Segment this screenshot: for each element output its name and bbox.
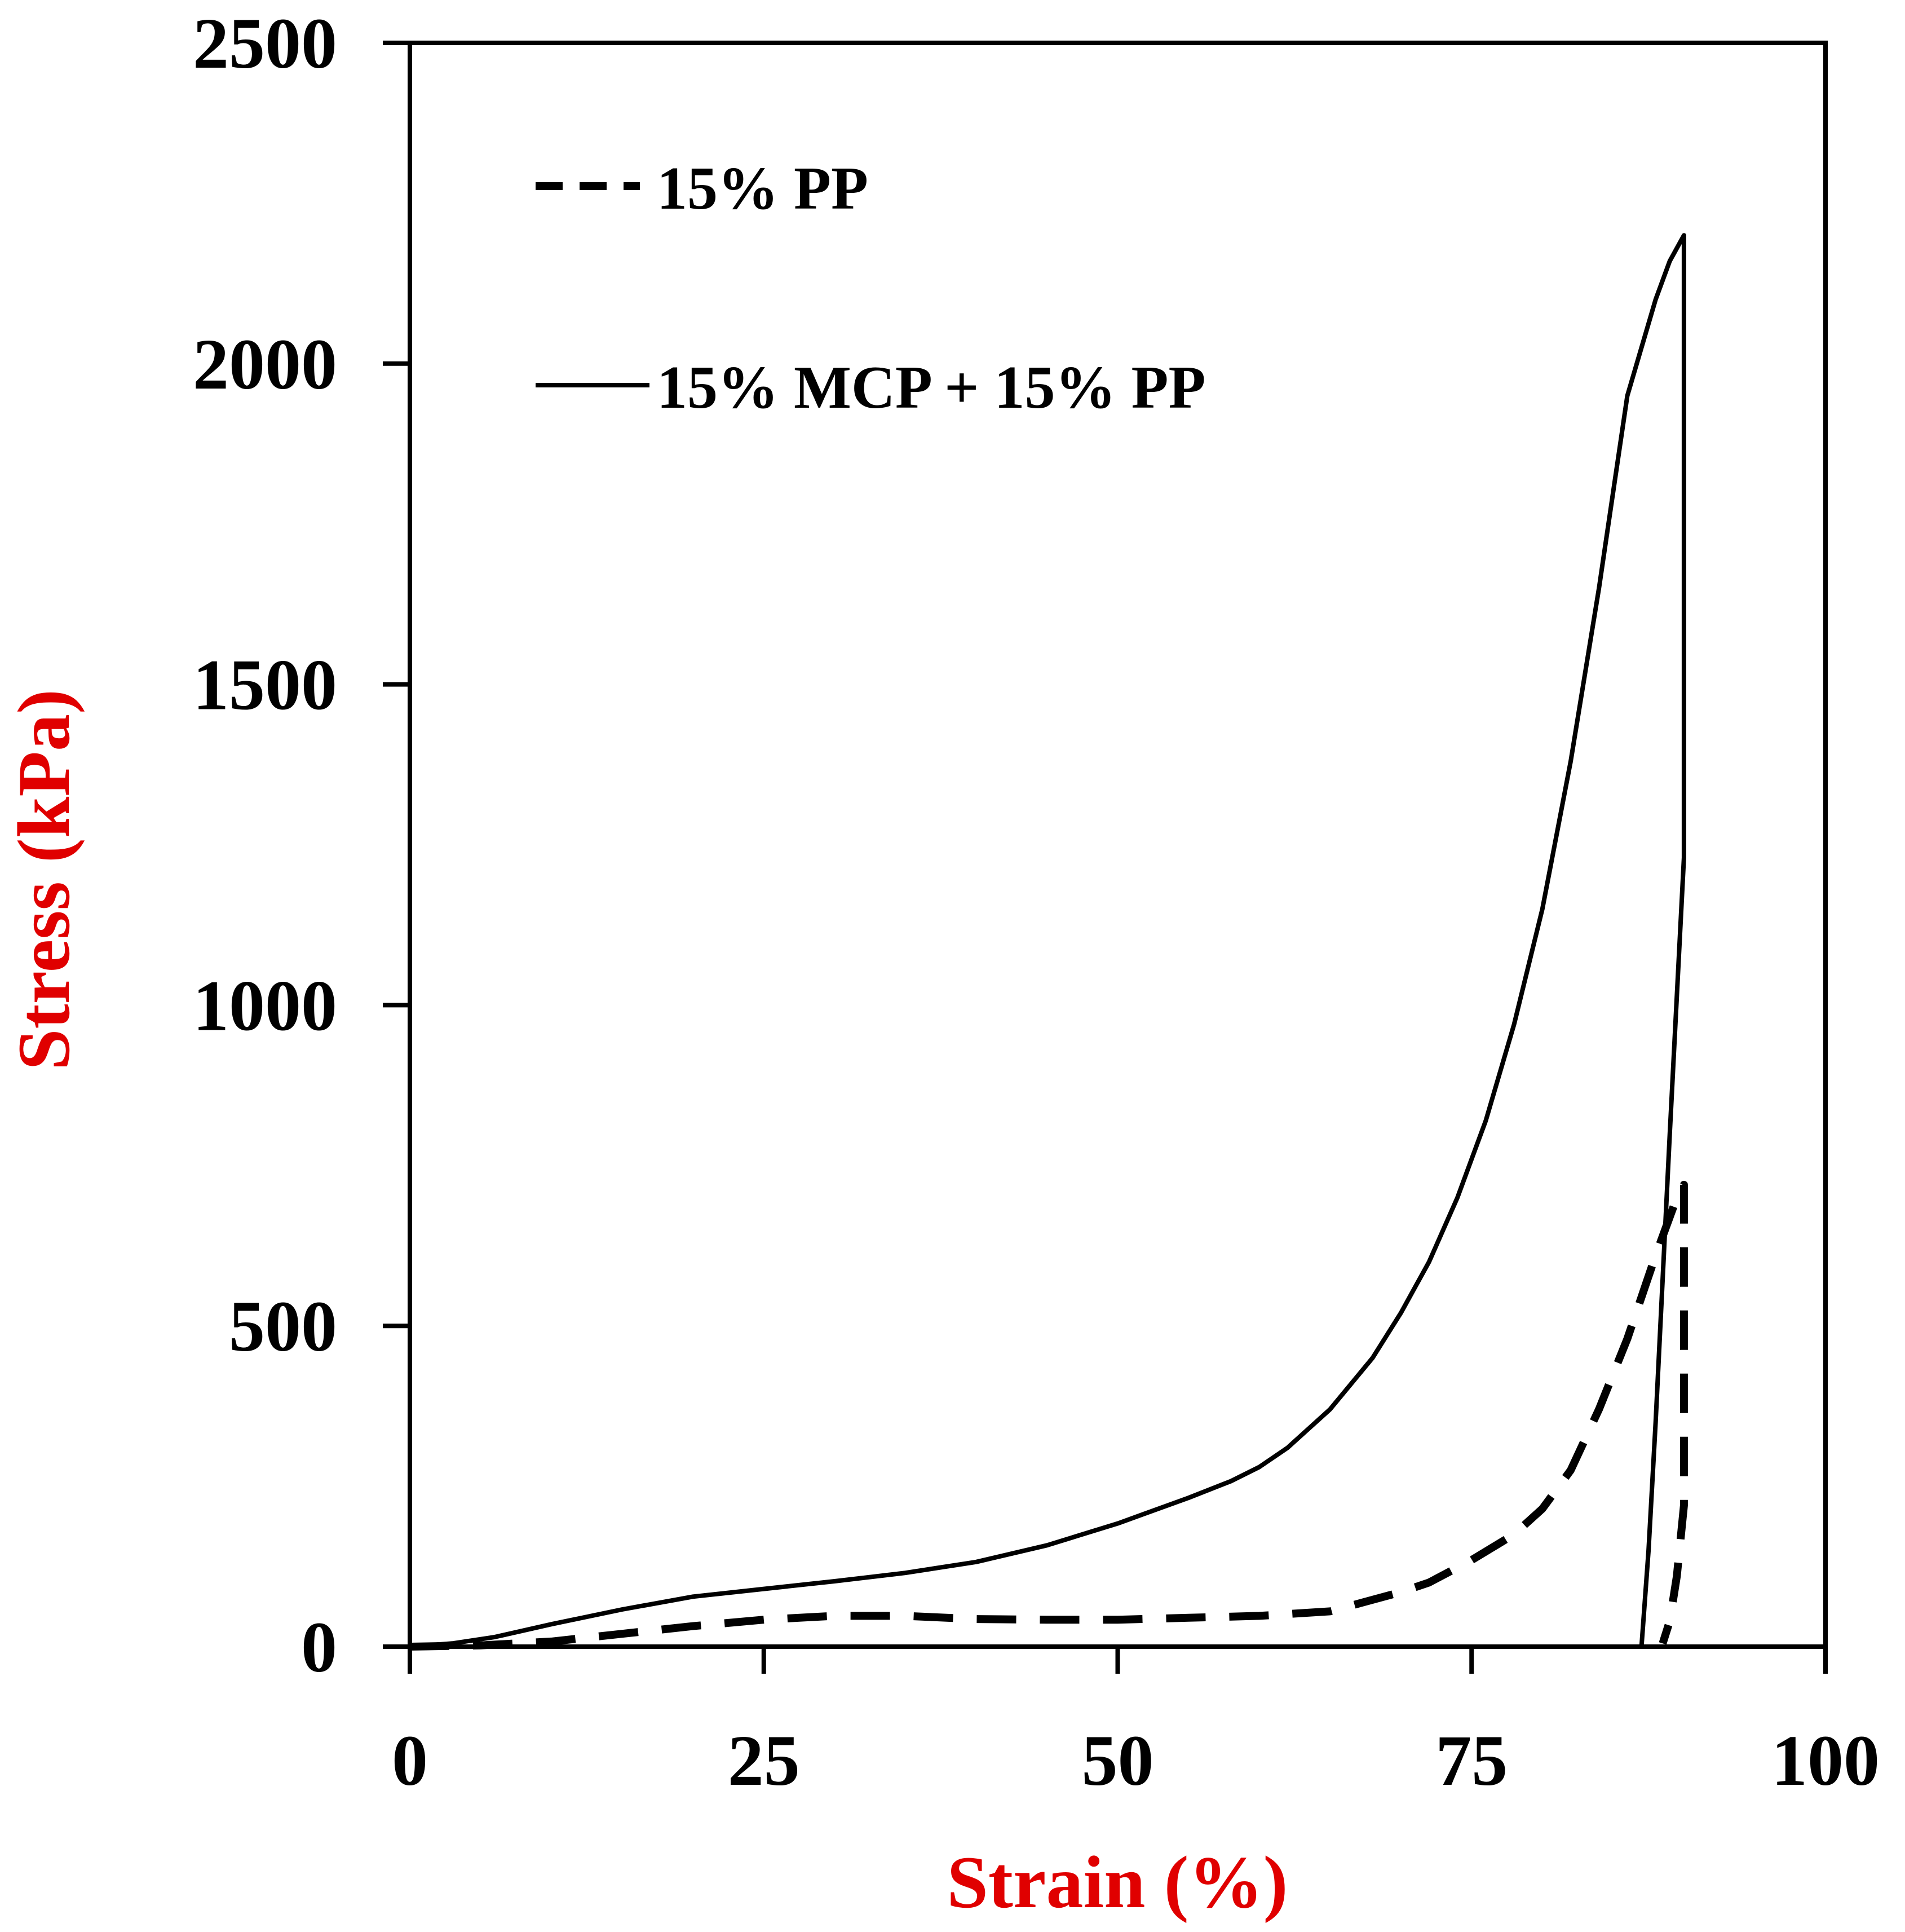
plot-frame (408, 41, 1828, 1649)
series-line-15pct-pp (409, 1180, 1688, 1651)
x-tick-label: 75 (1435, 1721, 1508, 1801)
y-tick-label: 1500 (193, 645, 337, 725)
series-line-15pct-mcp-15pct-pp (409, 233, 1686, 1649)
x-axis-ticks: 0 25 50 75 100 (392, 1647, 1880, 1801)
y-tick-label: 0 (301, 1607, 337, 1687)
y-axis-ticks: 0 500 1000 1500 2000 2500 (193, 3, 410, 1687)
series-layer (409, 233, 1688, 1651)
x-tick-label: 100 (1771, 1721, 1880, 1801)
x-tick-label: 25 (728, 1721, 800, 1801)
plot-border (408, 41, 1828, 1649)
x-tick-label: 50 (1082, 1721, 1154, 1801)
y-tick-label: 500 (229, 1286, 337, 1366)
x-tick-label: 0 (392, 1721, 428, 1801)
x-axis-title: Strain (%) (947, 1841, 1288, 1924)
legend: 15% PP 15% MCP + 15% PP (536, 155, 1205, 421)
legend-label: 15% MCP + 15% PP (657, 354, 1205, 421)
y-tick-label: 2000 (193, 324, 337, 404)
y-tick-label: 1000 (193, 965, 337, 1046)
y-axis-title: Stress (kPa) (2, 689, 85, 1070)
legend-label: 15% PP (657, 155, 868, 222)
y-tick-label: 2500 (193, 3, 337, 83)
